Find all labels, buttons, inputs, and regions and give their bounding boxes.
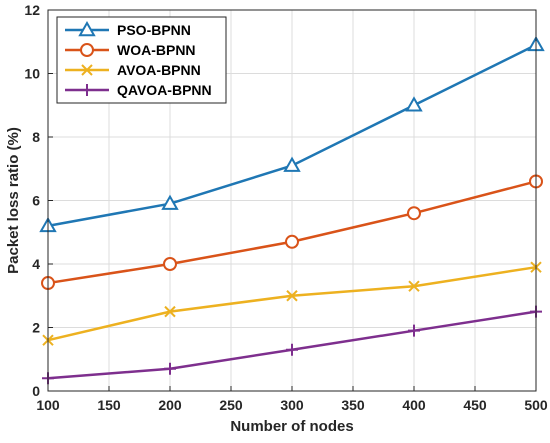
data-point (286, 290, 298, 302)
data-point (408, 324, 420, 337)
x-tick-label: 350 (341, 397, 365, 413)
x-tick-label: 400 (402, 397, 426, 413)
legend-item: PSO-BPNN (65, 20, 191, 38)
data-point (285, 234, 299, 249)
x-tick-label: 450 (463, 397, 487, 413)
x-tick-label: 100 (36, 397, 60, 413)
axes: 100 150 200 250 300 350 400 450 500 0 2 4 6 8 10 12 (24, 2, 547, 413)
legend-marker (81, 84, 93, 96)
y-tick-label: 6 (32, 193, 40, 209)
x-tick-label: 500 (524, 397, 548, 413)
x-axis-title: Number of nodes (230, 418, 353, 435)
data-point (405, 96, 423, 112)
data-point (163, 257, 177, 271)
y-tick-label: 4 (32, 256, 40, 272)
legend: PSO-BPNN WOA-BPNN AVOA-BPNN QAVOA-BPNN (56, 16, 227, 104)
x-tick-label: 250 (219, 397, 243, 413)
legend-label: QAVOA-BPNN (117, 82, 212, 98)
legend-label: PSO-BPNN (117, 22, 191, 38)
data-point (286, 343, 298, 356)
legend-marker (78, 20, 96, 37)
y-tick-label: 2 (32, 320, 40, 336)
legend-item: QAVOA-BPNN (65, 82, 212, 98)
y-axis-title: Packet loss ratio (%) (5, 127, 22, 274)
legend-item: AVOA-BPNN (65, 62, 201, 78)
y-tick-label: 10 (24, 66, 40, 82)
legend-marker (81, 64, 93, 76)
series-group (39, 35, 545, 385)
data-point (164, 362, 176, 375)
series-woa-bpnn (41, 174, 543, 291)
y-tick-label: 8 (32, 129, 40, 145)
y-tick-label: 0 (32, 383, 40, 399)
y-tick-label: 12 (24, 2, 40, 18)
x-tick-label: 150 (97, 397, 121, 413)
data-point (407, 206, 421, 221)
legend-label: AVOA-BPNN (117, 62, 201, 78)
legend-marker (80, 43, 94, 57)
data-point (164, 305, 176, 318)
data-point (283, 156, 301, 172)
data-point (408, 280, 420, 292)
legend-label: WOA-BPNN (117, 42, 196, 58)
x-tick-label: 300 (280, 397, 304, 413)
data-point (161, 194, 179, 210)
x-tick-label: 200 (158, 397, 182, 413)
legend-item: WOA-BPNN (65, 42, 196, 58)
